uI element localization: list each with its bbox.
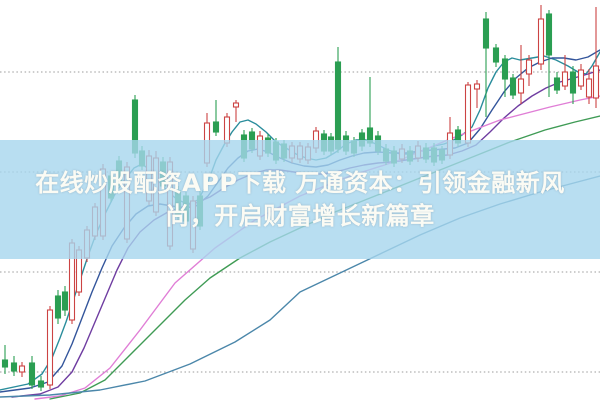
promo-text-line-2: 尚，开启财富增长新篇章 [165, 201, 435, 230]
promo-text-line-1: 在线炒股配资APP下载 万通资本：引领金融新风 [35, 168, 565, 197]
promo-banner: 在线炒股配资APP下载 万通资本：引领金融新风 尚，开启财富增长新篇章 [0, 140, 600, 259]
